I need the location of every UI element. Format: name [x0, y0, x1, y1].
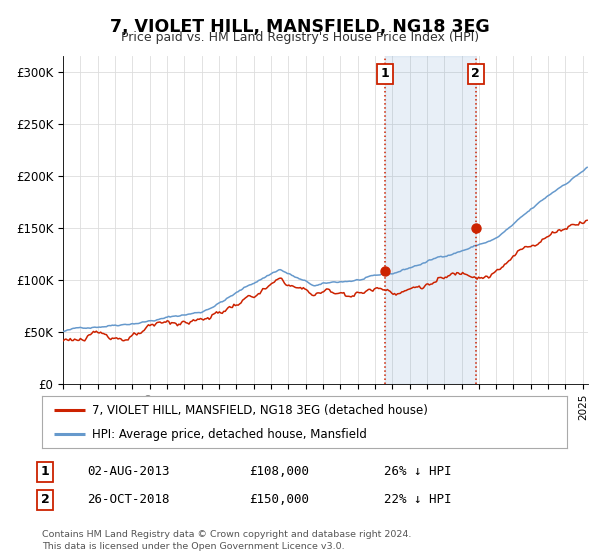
Text: 26-OCT-2018: 26-OCT-2018: [87, 493, 170, 506]
Text: 7, VIOLET HILL, MANSFIELD, NG18 3EG: 7, VIOLET HILL, MANSFIELD, NG18 3EG: [110, 18, 490, 36]
Text: This data is licensed under the Open Government Licence v3.0.: This data is licensed under the Open Gov…: [42, 542, 344, 551]
Text: Contains HM Land Registry data © Crown copyright and database right 2024.: Contains HM Land Registry data © Crown c…: [42, 530, 412, 539]
Text: £108,000: £108,000: [249, 465, 309, 478]
Text: 26% ↓ HPI: 26% ↓ HPI: [384, 465, 452, 478]
Text: HPI: Average price, detached house, Mansfield: HPI: Average price, detached house, Mans…: [92, 428, 367, 441]
Text: 2: 2: [472, 67, 480, 81]
Text: 1: 1: [380, 67, 389, 81]
Text: 22% ↓ HPI: 22% ↓ HPI: [384, 493, 452, 506]
Text: 1: 1: [41, 465, 49, 478]
Text: £150,000: £150,000: [249, 493, 309, 506]
Text: 2: 2: [41, 493, 49, 506]
Text: 02-AUG-2013: 02-AUG-2013: [87, 465, 170, 478]
Bar: [385, 56, 476, 384]
Text: 7, VIOLET HILL, MANSFIELD, NG18 3EG (detached house): 7, VIOLET HILL, MANSFIELD, NG18 3EG (det…: [92, 404, 428, 417]
Text: Price paid vs. HM Land Registry's House Price Index (HPI): Price paid vs. HM Land Registry's House …: [121, 31, 479, 44]
